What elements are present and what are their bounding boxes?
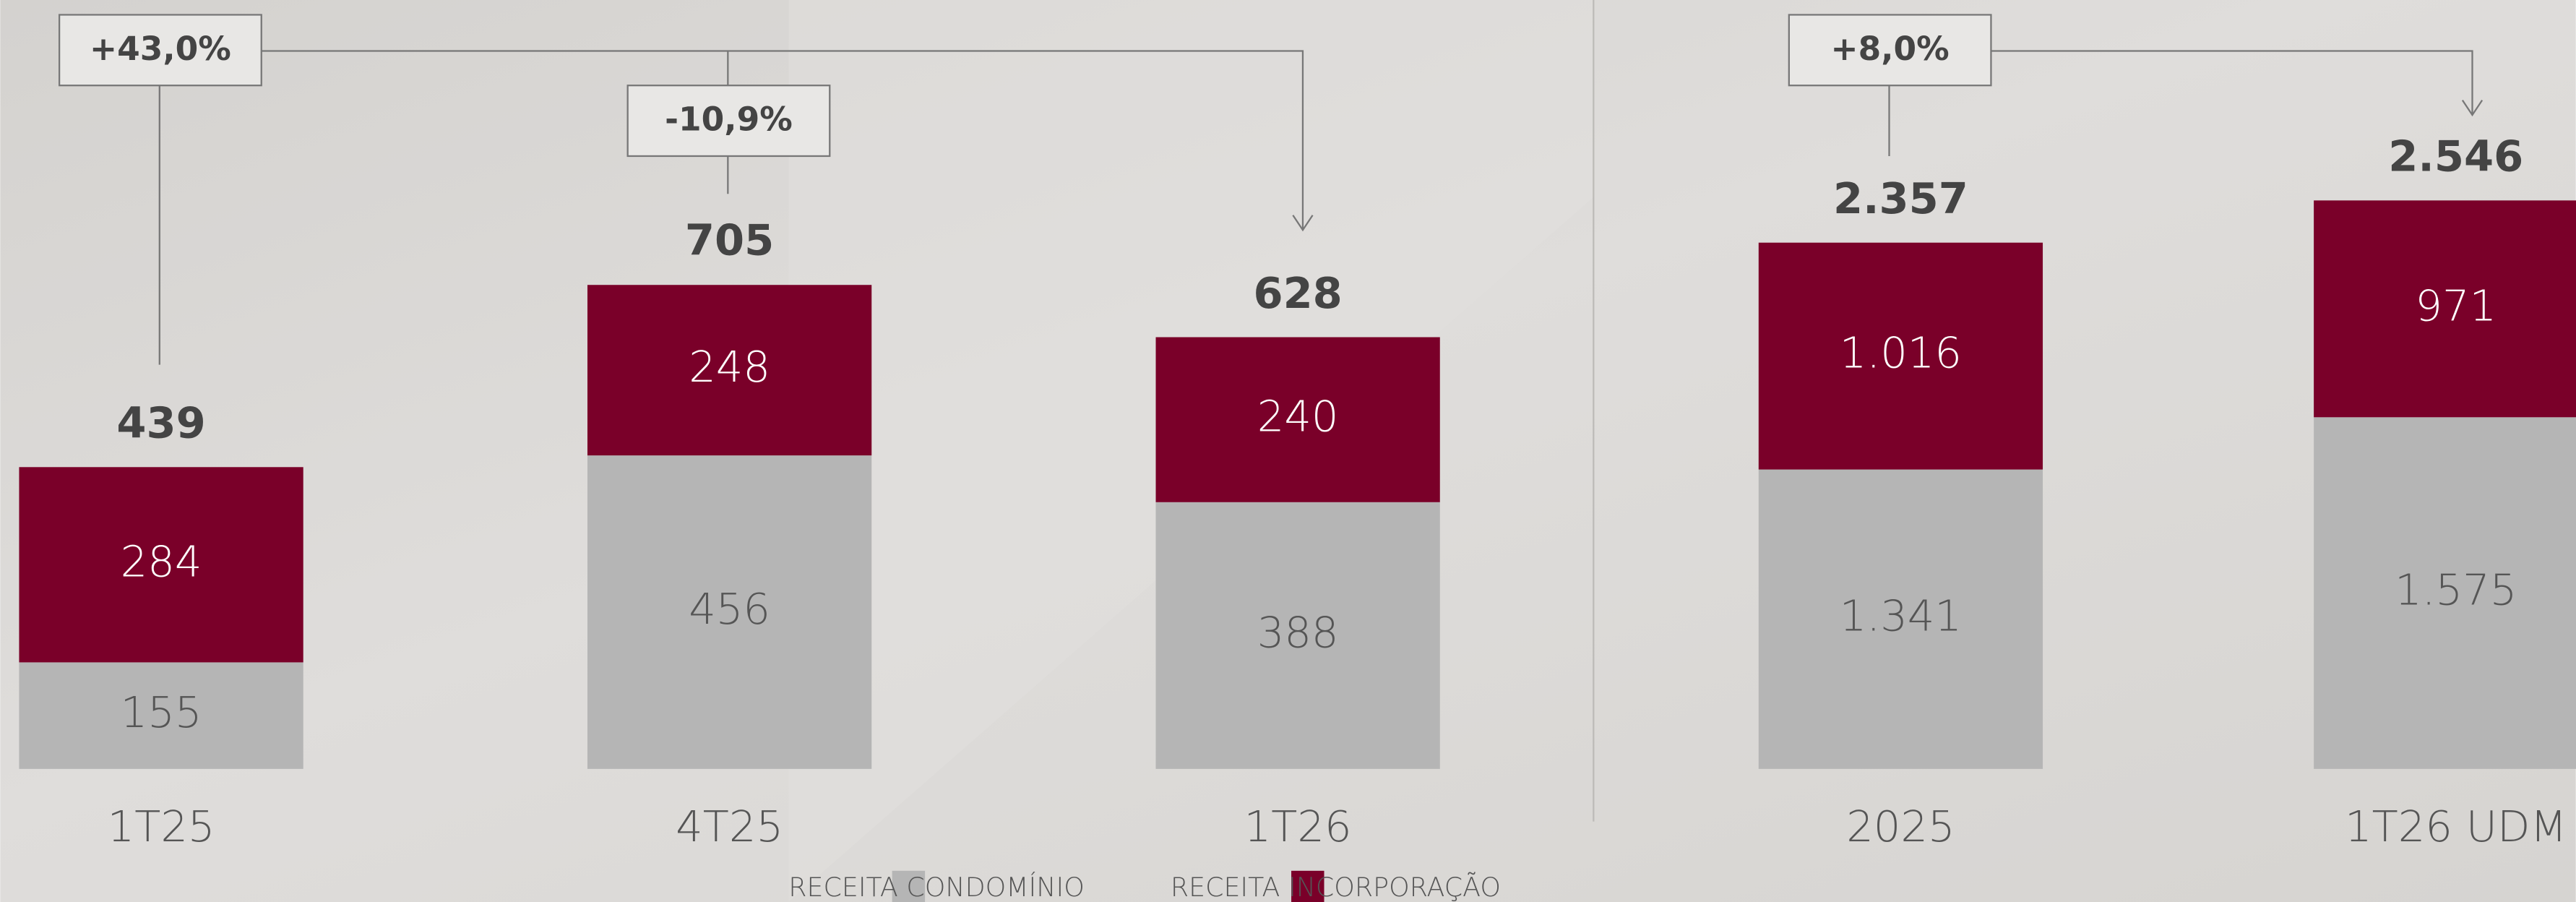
bar-segment xyxy=(2314,200,2576,418)
bar-segment xyxy=(1155,337,1440,502)
value-label: 284 xyxy=(121,536,202,586)
value-label: 388 xyxy=(1257,607,1339,657)
legend-label: RECEITA INCORPORAÇÃO xyxy=(1171,872,1501,902)
annotation-box xyxy=(58,14,262,87)
value-label: 240 xyxy=(1257,392,1339,442)
annotation-text: +8,0% xyxy=(1831,30,1950,68)
legend-label: RECEITA CONDOMÍNIO xyxy=(788,872,1085,902)
x-tick-label: 1T26 UDM xyxy=(2345,802,2567,851)
annotation-box xyxy=(1788,14,1992,87)
bar-segment xyxy=(1155,502,1440,769)
total-label: 628 xyxy=(1253,268,1342,318)
value-label: 155 xyxy=(121,687,202,737)
total-label: 2.357 xyxy=(1833,173,1968,223)
bar-segment xyxy=(587,455,872,769)
total-label: 439 xyxy=(116,398,205,448)
bar-segment xyxy=(2314,417,2576,769)
bar-segment xyxy=(1758,469,2043,769)
annotation-connector xyxy=(261,50,1304,231)
x-tick-label: 2025 xyxy=(1846,802,1955,851)
annotation-box xyxy=(626,85,831,158)
annotation-connector xyxy=(1991,50,2473,116)
value-label: 1.575 xyxy=(2395,565,2517,615)
x-tick-label: 4T25 xyxy=(676,802,783,851)
annotation-text: -10,9% xyxy=(665,100,793,139)
annotation-arrow xyxy=(1292,215,1314,232)
bar-segment xyxy=(19,467,303,663)
legend-swatch xyxy=(1291,870,1324,902)
value-label: 456 xyxy=(689,584,770,634)
x-tick-label: 1T26 xyxy=(1244,802,1352,851)
x-tick-label: 1T25 xyxy=(108,802,215,851)
bar-segment xyxy=(19,662,303,769)
value-label: 248 xyxy=(689,342,770,392)
bar-segment xyxy=(1758,242,2043,470)
value-label: 1.341 xyxy=(1840,591,1962,641)
value-label: 971 xyxy=(2415,280,2497,330)
total-label: 2.546 xyxy=(2388,132,2523,181)
legend-swatch xyxy=(892,870,926,902)
value-label: 1.016 xyxy=(1840,328,1962,378)
bar-segment xyxy=(587,285,872,456)
total-label: 705 xyxy=(685,215,774,265)
annotation-arrow xyxy=(2461,100,2484,117)
annotation-text: +43,0% xyxy=(90,30,231,68)
